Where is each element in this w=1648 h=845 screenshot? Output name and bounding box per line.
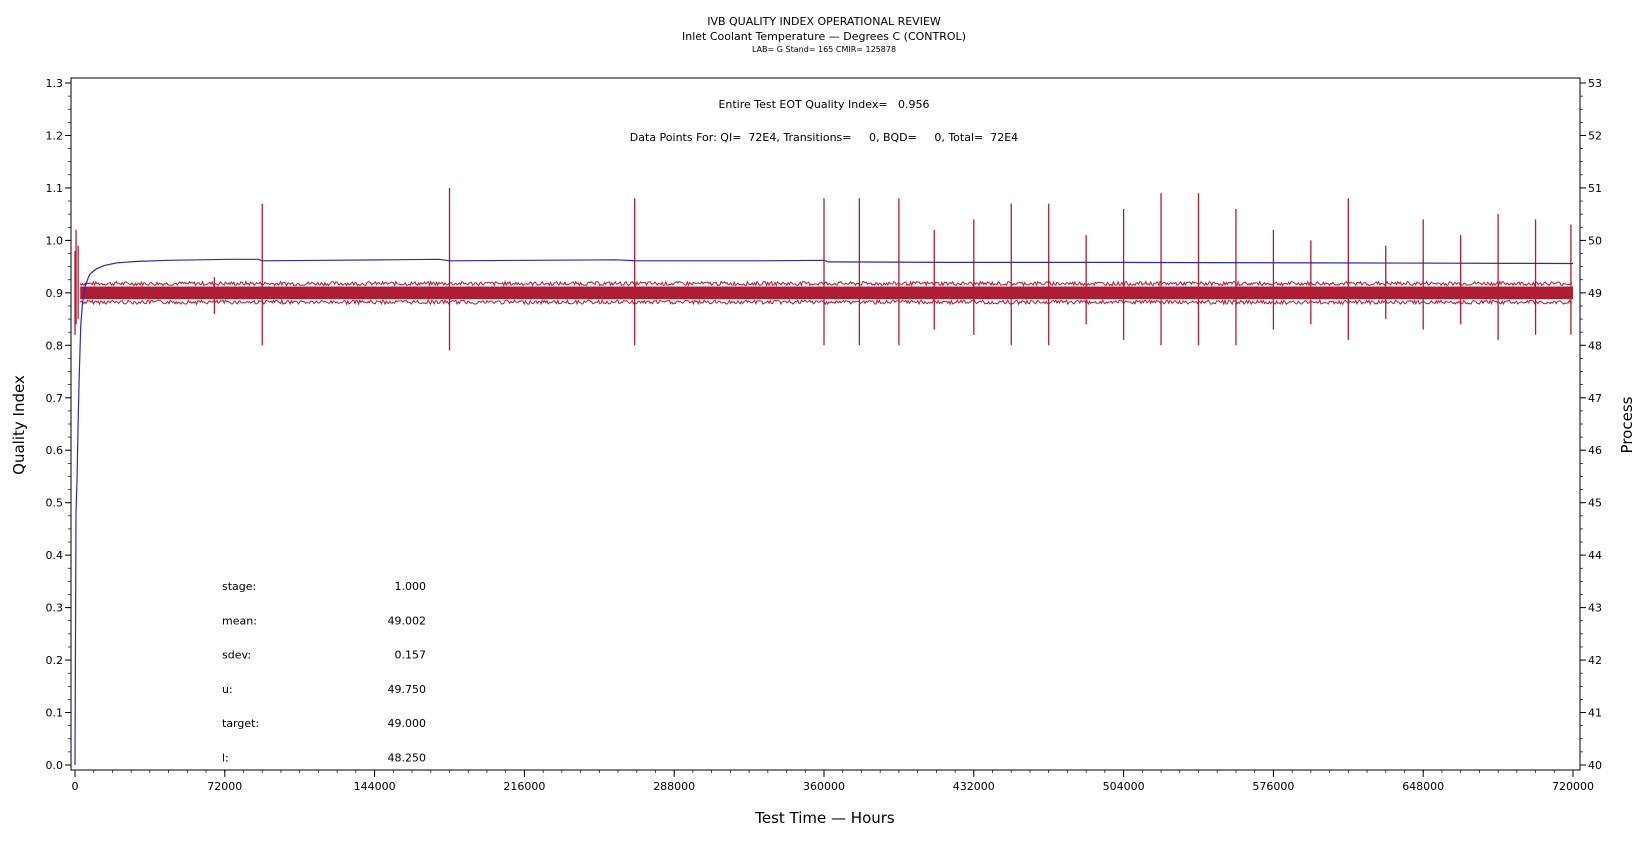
y2-tick-label: 40 (1588, 759, 1602, 772)
y-tick-label: 0.8 (46, 339, 64, 352)
y-tick-label: 0.9 (46, 287, 64, 300)
quality-index-series (74, 258, 1574, 766)
y-tick-label: 1.0 (46, 234, 64, 247)
y2-tick-label: 50 (1588, 234, 1602, 247)
y2-axis-label: Process (1618, 396, 1636, 453)
x-tick-label: 720000 (1552, 780, 1594, 793)
annotation-quality-index: Entire Test EOT Quality Index= 0.956 (718, 98, 929, 111)
stats-table: stage: 1.000 mean: 49.002 sdev: 0.157 u: 49.750… (222, 580, 426, 765)
y2-tick-label: 45 (1588, 497, 1602, 510)
x-tick-label: 648000 (1402, 780, 1444, 793)
y2-tick-label: 49 (1588, 287, 1602, 300)
process-noise-upper (79, 280, 1573, 288)
annotation-data-points: Data Points For: QI= 72E4, Transitions= … (630, 131, 1018, 144)
y2-tick-label: 53 (1588, 77, 1602, 90)
chart-subtitle-lab: LAB= G Stand= 165 CMIR= 125878 (752, 45, 896, 54)
x-tick-label: 216000 (503, 780, 545, 793)
quality-index-line (74, 258, 1574, 766)
x-tick-label: 288000 (653, 780, 695, 793)
x-tick-label: 360000 (803, 780, 845, 793)
y2-tick-label: 51 (1588, 182, 1602, 195)
y2-tick-label: 47 (1588, 392, 1602, 405)
stat-value: 1.000 (395, 580, 427, 593)
y2-tick-label: 48 (1588, 339, 1602, 352)
stat-label: target: (222, 717, 259, 730)
y2-tick-label: 41 (1588, 707, 1602, 720)
chart-title: IVB QUALITY INDEX OPERATIONAL REVIEW (707, 15, 941, 28)
y-tick-label: 1.1 (46, 182, 64, 195)
y-tick-label: 0.6 (46, 444, 64, 457)
y-tick-label: 1.2 (46, 129, 64, 142)
x-tick-label: 504000 (1103, 780, 1145, 793)
y2-tick-label: 43 (1588, 602, 1602, 615)
y-tick-label: 0.3 (46, 602, 64, 615)
stat-value: 48.250 (388, 752, 427, 765)
stat-value: 49.002 (388, 614, 427, 627)
stat-value: 49.750 (388, 683, 427, 696)
stat-value: 49.000 (388, 717, 427, 730)
y-tick-label: 0.2 (46, 654, 64, 667)
y2-tick-label: 52 (1588, 129, 1602, 142)
x-axis-label: Test Time — Hours (754, 809, 895, 827)
y-axis-label: Quality Index (10, 375, 28, 475)
y-tick-label: 1.3 (46, 77, 64, 90)
stat-value: 0.157 (395, 649, 427, 662)
y2-tick-label: 44 (1588, 549, 1602, 562)
y-tick-label: 0.5 (46, 497, 64, 510)
y-tick-label: 0.0 (46, 759, 64, 772)
x-tick-label: 576000 (1252, 780, 1294, 793)
chart-subtitle: Inlet Coolant Temperature — Degrees C (C… (682, 30, 966, 43)
x-tick-label: 432000 (953, 780, 995, 793)
stat-label: sdev: (222, 649, 251, 662)
y-tick-label: 0.4 (46, 549, 64, 562)
stat-label: l: (222, 752, 229, 765)
y2-tick-label: 42 (1588, 654, 1602, 667)
x-tick-label: 0 (72, 780, 79, 793)
stat-label: stage: (222, 580, 256, 593)
stat-label: u: (222, 683, 233, 696)
y-tick-label: 0.7 (46, 392, 64, 405)
process-series (74, 187, 1573, 351)
x-tick-label: 144000 (354, 780, 396, 793)
x-tick-label: 72000 (207, 780, 242, 793)
process-noise-lower (79, 298, 1572, 306)
process-band (80, 286, 1573, 300)
y2-tick-label: 46 (1588, 444, 1602, 457)
plot-area-frame (70, 77, 1581, 771)
axis-ticks: 0 72000 144000 216000 288000 360000 432000 5040… (46, 77, 1603, 793)
y-tick-label: 0.1 (46, 707, 64, 720)
stat-label: mean: (222, 614, 257, 627)
